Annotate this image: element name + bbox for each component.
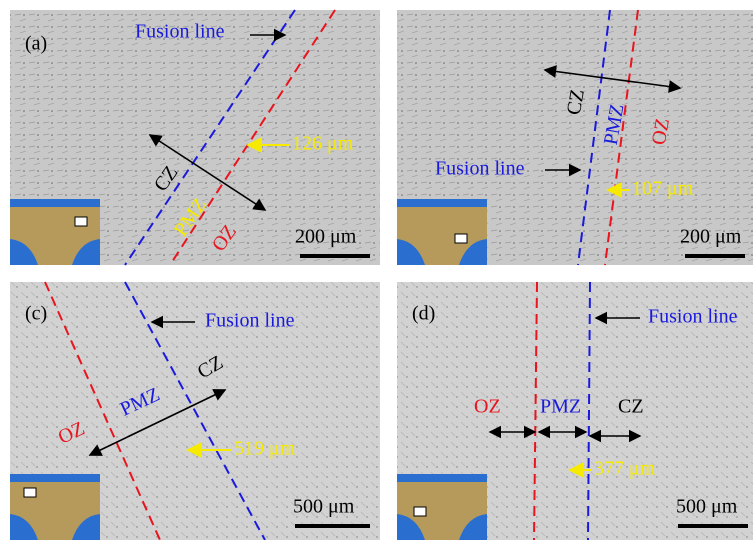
panel-label: (a) (25, 33, 47, 55)
scale-label: 500 μm (293, 496, 355, 518)
width-label: 519 μm (234, 438, 296, 460)
inset (10, 474, 100, 540)
panel-label: (c) (25, 303, 47, 325)
width-label: 377 μm (594, 458, 656, 480)
inset-marker (24, 488, 36, 497)
panel-label: (d) (412, 303, 435, 325)
inset (397, 199, 487, 265)
inset-marker (414, 507, 426, 516)
fusion-line-label: Fusion line (435, 158, 525, 180)
inset (10, 199, 100, 265)
cz-label: CZ (618, 396, 644, 418)
width-label: 107 μm (632, 178, 694, 200)
fusion-line-label: Fusion line (205, 310, 295, 332)
figure: (a) Fusion line CZ PMZ OZ 126 μm 200 μm … (0, 0, 753, 540)
inset-marker (455, 234, 467, 243)
panel-b: Fusion line CZ PMZ OZ 107 μm 200 μm (397, 10, 753, 265)
scale-label: 500 μm (676, 496, 738, 518)
scale-label: 200 μm (680, 226, 742, 248)
panel-c: (c) Fusion line CZ PMZ OZ 519 μm 500 μm (10, 282, 380, 540)
inset-marker (75, 217, 87, 226)
scale-label: 200 μm (295, 226, 357, 248)
panel-d: (d) Fusion line OZ PMZ CZ 377 μm 500 μm (397, 282, 753, 540)
width-label: 126 μm (292, 133, 354, 155)
pmz-label: PMZ (540, 396, 581, 418)
oz-label: OZ (474, 396, 501, 418)
fusion-line-label: Fusion line (648, 306, 738, 328)
panel-a: (a) Fusion line CZ PMZ OZ 126 μm 200 μm (10, 10, 380, 265)
inset (397, 474, 487, 540)
cz-label: CZ (563, 88, 589, 117)
oz-label: OZ (648, 117, 674, 147)
fusion-line-label: Fusion line (135, 21, 225, 43)
